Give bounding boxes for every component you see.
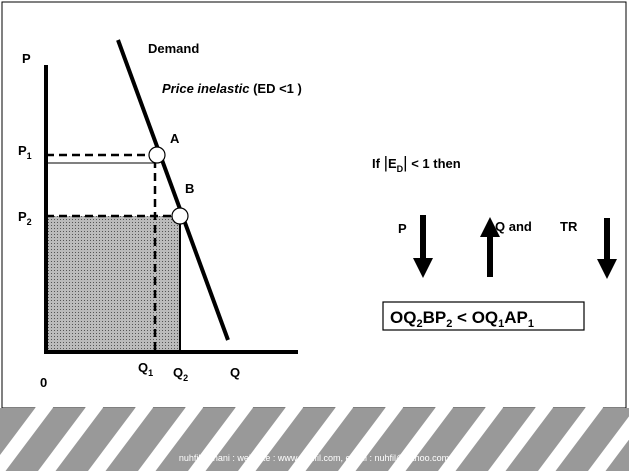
tr-label: TR [560,219,578,234]
formula-sub: 2 [446,318,452,330]
formula-term: OQ [390,308,416,327]
q-label: Q and [495,219,532,234]
formula-term: < OQ [452,308,498,327]
footer: nuhfil hanani : web site : www.nuhfil.co… [179,453,449,463]
formula-term: BP [423,308,447,327]
p-axis: P [22,51,31,66]
formula: OQ2BP2 < OQ1AP1 [390,308,534,330]
origin: 0 [40,375,47,390]
footer-band [0,395,629,476]
point-b: B [185,181,194,196]
arrows [413,215,617,279]
formula-sub: 1 [498,318,504,330]
condition: If |ED| < 1 then [372,153,461,174]
p-label: P [398,221,407,236]
graph-lines [44,39,298,354]
point-a: A [170,131,180,146]
q2: Q2 [173,365,188,383]
p2: P2 [18,209,32,227]
formula-term: AP [504,308,528,327]
revenue-area [46,216,180,352]
demand: Demand [148,41,199,56]
formula-sub: 2 [416,318,422,330]
p1: P1 [18,143,32,161]
formula-box [382,301,585,331]
q1: Q1 [138,360,153,378]
elasticity: Price inelastic (ED <1 ) [162,81,302,96]
q-axis: Q [230,365,240,380]
formula-sub: 1 [528,318,534,330]
